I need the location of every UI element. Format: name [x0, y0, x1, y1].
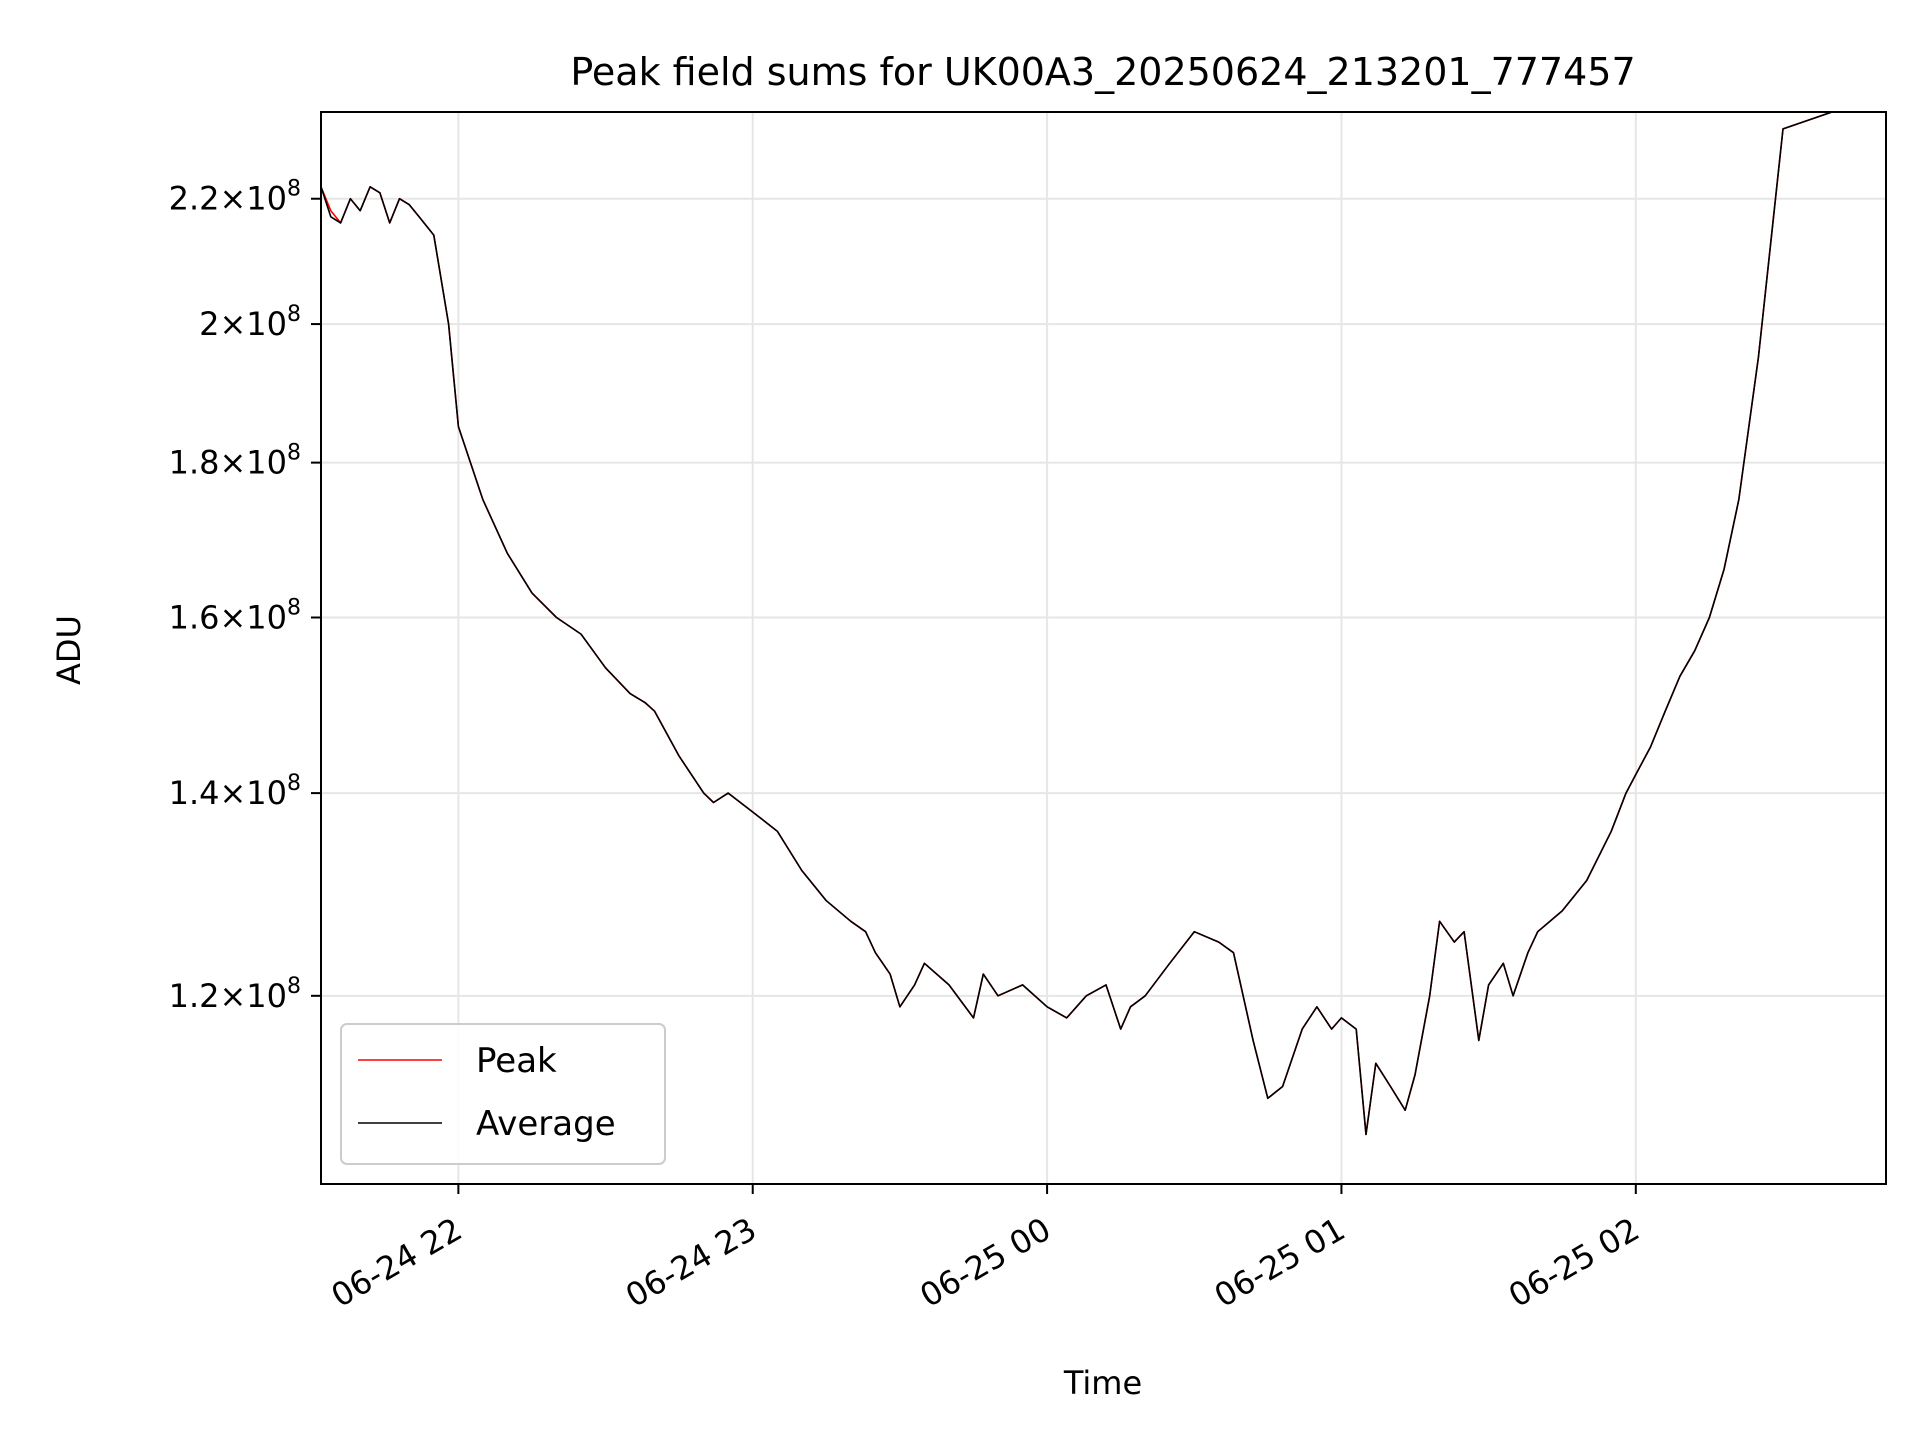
legend-label-peak: Peak: [476, 1041, 557, 1081]
y-axis: 1.2×108 1.4×108 1.6×108 1.8×108 2×108 2.2×108: [169, 177, 321, 1015]
y-tick-label: 2×108: [199, 302, 301, 343]
series-line-average: [320, 111, 1886, 1136]
legend-box: [340, 1023, 666, 1165]
x-tick-label: 06-25 01: [1208, 1210, 1352, 1315]
x-axis-label: Time: [1063, 1364, 1142, 1402]
y-tick-label: 1.6×108: [169, 596, 301, 637]
x-tick-label: 06-25 00: [913, 1210, 1057, 1315]
y-tick-label: 1.8×108: [169, 441, 301, 482]
x-axis: 06-24 22 06-24 23 06-25 00 06-25 01 06-25 02: [325, 1184, 1646, 1315]
y-axis-label: ADU: [50, 615, 88, 685]
plot-frame: [320, 111, 1887, 1185]
series-line-peak: [320, 111, 1886, 1136]
legend: Peak Average: [340, 1023, 666, 1165]
x-tick-label: 06-25 02: [1502, 1210, 1646, 1315]
series-lines: [320, 111, 1886, 1136]
y-tick-label: 1.4×108: [169, 771, 301, 812]
y-tick-label: 2.2×108: [169, 177, 301, 218]
x-tick-label: 06-24 22: [325, 1210, 469, 1315]
y-tick-label: 1.2×108: [169, 974, 301, 1015]
chart-title: Peak field sums for UK00A3_20250624_2132…: [570, 50, 1635, 94]
x-tick-label: 06-24 23: [619, 1210, 763, 1315]
grid: [321, 112, 1886, 1184]
legend-label-average: Average: [476, 1104, 616, 1144]
